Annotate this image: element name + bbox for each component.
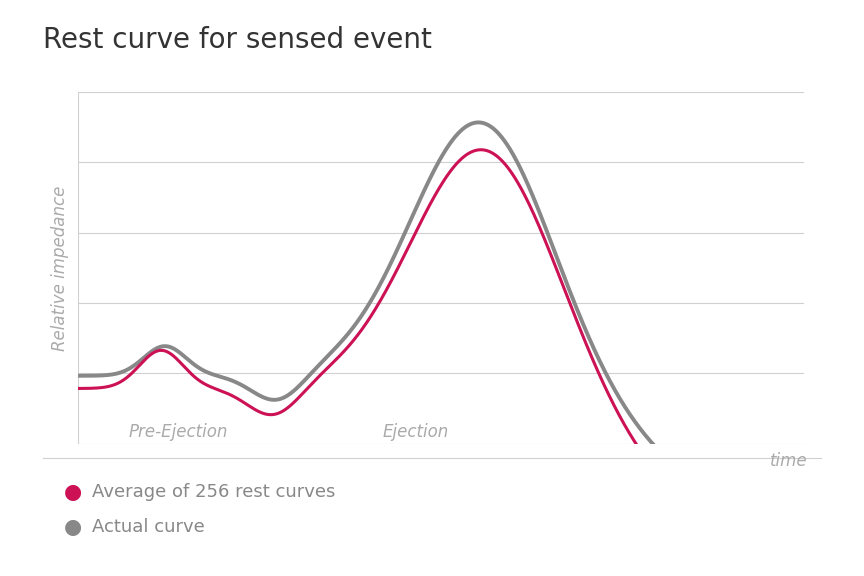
Text: ●: ● [64, 483, 83, 502]
Y-axis label: Relative impedance: Relative impedance [52, 185, 69, 351]
Text: Rest curve for sensed event: Rest curve for sensed event [43, 26, 432, 54]
Text: ●: ● [64, 517, 83, 537]
Text: Average of 256 rest curves: Average of 256 rest curves [92, 483, 336, 502]
Text: Ejection: Ejection [383, 423, 448, 441]
Text: time: time [770, 452, 808, 470]
Text: Pre-Ejection: Pre-Ejection [129, 423, 228, 441]
Text: Actual curve: Actual curve [92, 518, 205, 536]
